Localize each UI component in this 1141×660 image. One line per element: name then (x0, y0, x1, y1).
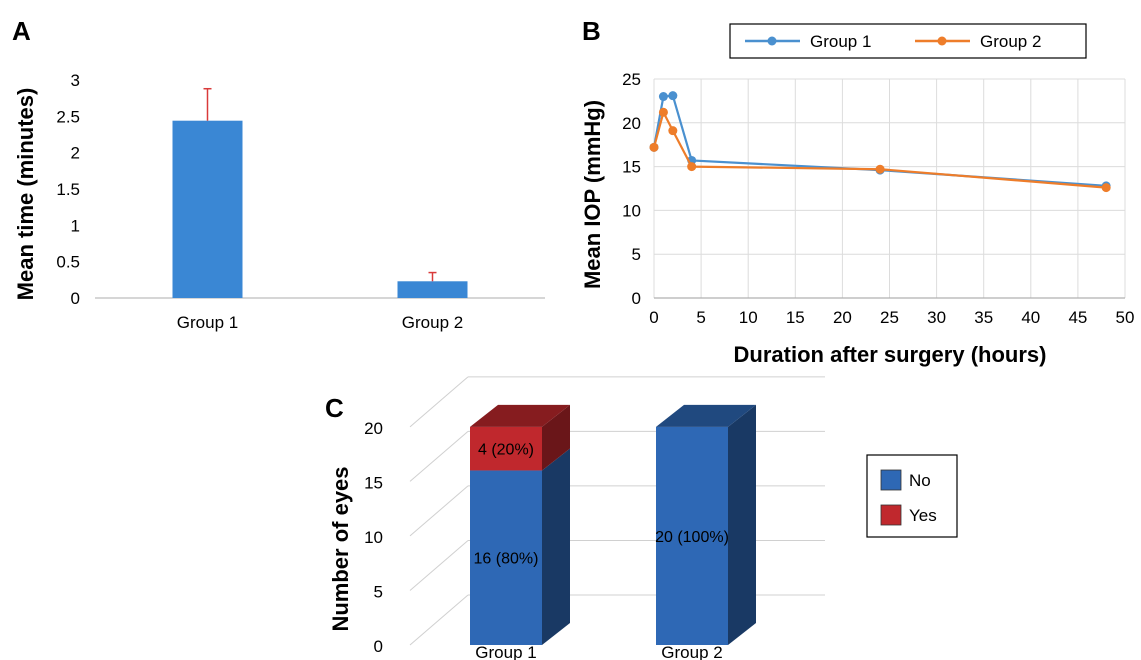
data-point (668, 91, 678, 101)
x-category-label: Group 2 (402, 313, 463, 332)
y-tick-label: 20 (364, 419, 383, 438)
gridline-side (409, 376, 469, 428)
y-axis-title: Mean IOP (mmHg) (580, 100, 605, 289)
gridline-side (409, 594, 469, 646)
bar-segment-side (542, 448, 570, 645)
y-axis-title: Number of eyes (328, 466, 353, 631)
bar (172, 120, 243, 299)
y-axis-title: Mean time (minutes) (13, 88, 38, 301)
y-tick-label: 1 (71, 216, 80, 235)
data-point (668, 126, 678, 136)
y-tick-label: 0 (374, 637, 383, 656)
bar-top-face (656, 404, 756, 427)
x-category-label: Group 2 (661, 643, 722, 660)
x-tick-label: 10 (739, 308, 758, 327)
legend-label: No (909, 471, 931, 490)
data-point (1101, 183, 1111, 193)
gridline-side (409, 430, 469, 482)
x-tick-label: 30 (927, 308, 946, 327)
series-line-group-2 (652, 109, 1107, 189)
y-tick-label: 1.5 (56, 180, 80, 199)
data-point (875, 164, 885, 174)
y-tick-label: 10 (364, 528, 383, 547)
x-tick-label: 45 (1068, 308, 1087, 327)
x-tick-label: 35 (974, 308, 993, 327)
x-category-label: Group 1 (475, 643, 536, 660)
y-tick-label: 15 (364, 473, 383, 492)
y-tick-label: 2 (71, 144, 80, 163)
bar-segment-front (656, 426, 728, 645)
legend-label: Yes (909, 506, 937, 525)
y-tick-label: 3 (71, 71, 80, 90)
panel-a-letter: A (12, 16, 31, 46)
legend-swatch-marker (937, 36, 947, 46)
panel-a-chart: 0 0.5 1 1.5 2 2.5 3 Group 1 Group 2 Mean time (mi… (13, 71, 545, 332)
gridline-side (409, 540, 469, 591)
panel-c-letter: C (325, 393, 344, 423)
data-label: 4 (20%) (478, 442, 534, 459)
panel-b-letter: B (582, 16, 601, 46)
x-category-label: Group 1 (177, 313, 238, 332)
data-point (658, 92, 668, 102)
y-tick-label: 5 (374, 582, 383, 601)
x-axis-title: Duration after surgery (hours) (734, 342, 1047, 367)
gridline-side (409, 485, 469, 537)
y-tick-label: 20 (622, 114, 641, 133)
y-tick-label: 5 (632, 245, 641, 264)
x-tick-label: 40 (1021, 308, 1040, 327)
legend: No Yes (866, 454, 958, 538)
bar-segment-front (470, 426, 542, 471)
legend: Group 1 Group 2 (729, 23, 1087, 59)
y-tick-label: 15 (622, 158, 641, 177)
x-tick-label: 25 (880, 308, 899, 327)
bar-top-face (470, 404, 570, 427)
y-tick-label: 0 (632, 289, 641, 308)
x-tick-label: 15 (786, 308, 805, 327)
y-tick-label: 2.5 (56, 107, 80, 126)
data-label: 20 (100%) (655, 529, 729, 546)
bar-segment-front (470, 470, 542, 645)
x-tick-label: 0 (649, 308, 658, 327)
bar-segment-side (728, 404, 756, 645)
bar-segment-side (542, 404, 570, 471)
x-tick-label: 20 (833, 308, 852, 327)
x-tick-label: 5 (696, 308, 705, 327)
data-point (649, 142, 659, 152)
legend-label: Group 2 (980, 32, 1041, 51)
legend-swatch (880, 469, 902, 491)
legend-label: Group 1 (810, 32, 871, 51)
data-label: 16 (80%) (474, 551, 539, 568)
y-tick-label: 0.5 (56, 253, 80, 272)
data-point (687, 162, 697, 172)
y-tick-label: 0 (71, 289, 80, 308)
y-tick-label: 10 (622, 201, 641, 220)
data-point (658, 107, 668, 117)
legend-swatch-marker (767, 36, 777, 46)
panel-c-chart: 0 5 10 15 20 16 (80%) 4 (20%) Group 1 20 (100%) G… (328, 376, 958, 660)
y-tick-label: 25 (622, 70, 641, 89)
x-tick-label: 50 (1116, 308, 1135, 327)
legend-swatch (880, 504, 902, 526)
bar (397, 281, 468, 298)
